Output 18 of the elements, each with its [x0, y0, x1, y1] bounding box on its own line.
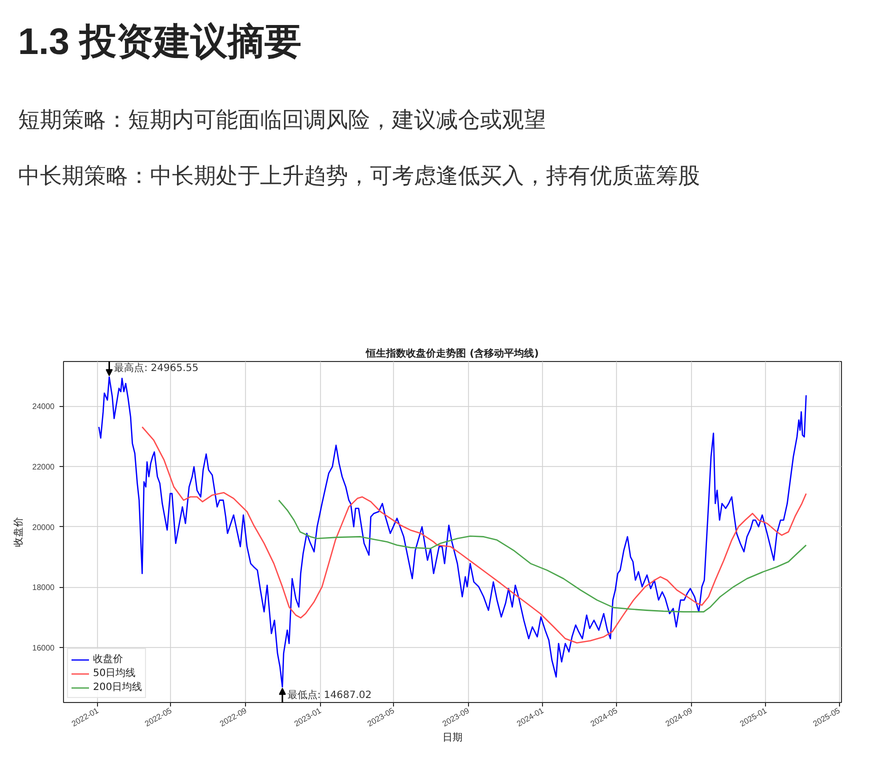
line-series	[278, 500, 807, 612]
legend-label: 50日均线	[93, 666, 136, 680]
legend-label: 收盘价	[93, 653, 123, 666]
y-tick-label: 22000	[32, 462, 56, 472]
y-tick-label: 24000	[32, 402, 56, 412]
y-axis-title: 收盘价	[12, 517, 24, 547]
y-tick-label: 16000	[32, 643, 56, 652]
y-tick-label: 20000	[32, 522, 56, 532]
legend-label: 200日均线	[93, 680, 142, 694]
line-series	[142, 426, 807, 644]
text: 中长期策略：中长期处于上升趋势，可考虑逢低买入，持有优质蓝筹股	[17, 162, 700, 188]
x-axis-title: 日期	[442, 731, 462, 744]
y-tick-label: 18000	[32, 583, 56, 592]
annotation: 最高点: 24965.55	[114, 362, 198, 374]
chart-title: 恒生指数收盘价走势图 (含移动平均线)	[365, 348, 539, 360]
annotation: 最低点: 14687.02	[287, 689, 372, 702]
text: 短期策略：短期内可能面临回调风险，建议减仓或观望	[17, 106, 546, 132]
text: 1.3 投资建议摘要	[17, 20, 302, 64]
